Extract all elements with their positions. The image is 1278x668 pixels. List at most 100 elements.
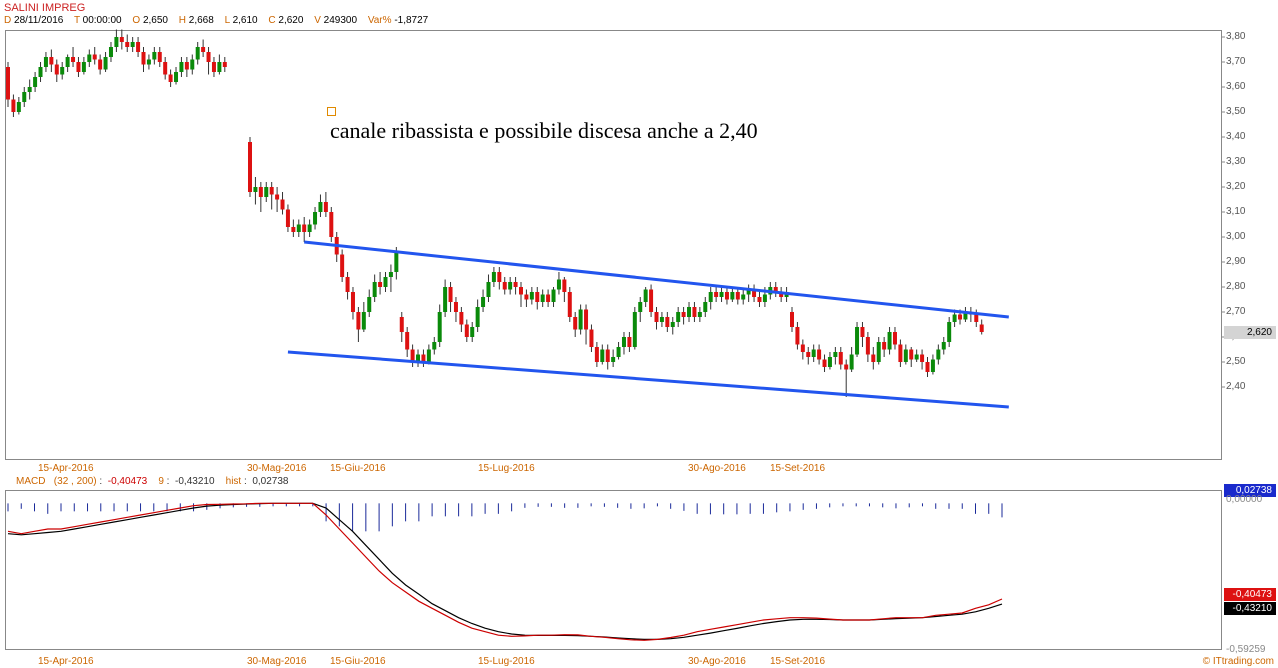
candle-body [114,37,119,47]
candle-body [399,317,404,332]
candle-body [930,359,935,372]
candle-body [773,287,778,292]
candle-body [201,47,206,52]
candle-body [71,57,76,62]
candle-body [724,292,729,300]
candle-body [264,187,269,197]
candle-body [87,54,92,62]
candle-body [508,282,513,290]
candle-body [280,199,285,210]
candle-body [60,67,65,75]
candle-body [703,302,708,312]
candle-body [275,194,280,200]
candle-body [882,342,887,350]
macd-x-tick-label: 30-Ago-2016 [688,656,746,667]
candle-body [697,312,702,317]
candle-body [838,352,843,365]
candle-body [426,349,431,362]
y-tick-label: 2,90 [1226,256,1246,267]
candle-body [179,62,184,72]
macd-x-tick-label: 30-Mag-2016 [247,656,307,667]
candle-body [296,224,301,232]
candle-body [714,292,719,297]
macd-params: (32 , 200) [53,476,97,487]
x-tick-label: 30-Ago-2016 [688,463,746,474]
candle-body [329,212,334,237]
candle-body [103,57,108,70]
candle-body [345,277,350,292]
open-key: O [132,15,141,26]
candle-body [887,332,892,350]
candle-body [43,57,48,67]
candle-body [654,312,659,322]
x-tick-label: 30-Mag-2016 [247,463,307,474]
last-price-badge: 2,620 [1224,326,1276,339]
annotation-handle[interactable] [327,107,336,116]
channel-trendline [287,350,1009,409]
candle-body [378,282,383,287]
candle-body [621,337,626,347]
candle-body [741,294,746,300]
candle-body [730,292,735,300]
candle-body [611,357,616,362]
signal-period: 9 [158,476,164,487]
y-tick-label: 2,80 [1226,281,1246,292]
candle-body [589,329,594,347]
y-tick-label: 3,50 [1226,106,1246,117]
macd-x-tick-label: 15-Apr-2016 [38,656,94,667]
candle-body [470,327,475,337]
candle-body [108,47,113,57]
candle-body [33,77,38,87]
time-value: 00:00:00 [82,15,122,26]
chart-annotation[interactable]: canale ribassista e possibile discesa an… [330,118,758,143]
candle-body [49,57,54,65]
candle-body [421,354,426,362]
candle-body [302,224,307,232]
macd-panel[interactable] [5,490,1222,650]
candle-body [936,349,941,360]
candle-body [903,349,908,362]
candle-body [752,289,757,297]
macd-min-label: -0,59259 [1226,644,1266,655]
candle-body [502,282,507,290]
var-value: -1,8727 [394,15,429,26]
candle-body [291,227,296,232]
candle-body [119,37,124,42]
candle-body [892,332,897,345]
y-tick-label: 2,70 [1226,306,1246,317]
candle-body [562,279,567,292]
candle-body [497,272,502,282]
candle-body [394,252,399,272]
candle-body [827,357,832,367]
date-value: 28/11/2016 [14,15,64,26]
var-key: Var% [367,15,392,26]
macd-header: MACD (32 , 200) : -0,40473 9 : -0,43210 … [16,476,289,487]
candle-body [833,352,838,357]
high-key: H [178,15,186,26]
candle-body [16,102,21,112]
candle-body [92,54,97,60]
candle-body [206,52,211,62]
candle-body [958,314,963,320]
candle-body [779,292,784,297]
candle-body [313,212,318,225]
x-tick-label: 15-Apr-2016 [38,463,94,474]
signal-value: -0,43210 [175,476,215,487]
candle-body [157,52,162,62]
candle-body [136,42,141,52]
candle-body [481,297,486,307]
candle-body [865,337,870,355]
x-tick-label: 15-Giu-2016 [330,463,386,474]
x-tick-label: 15-Lug-2016 [478,463,535,474]
y-tick-label: 3,70 [1226,56,1246,67]
y-tick-label: 3,60 [1226,81,1246,92]
candle-body [952,314,957,322]
candle-body [27,87,32,92]
candle-body [567,292,572,317]
ohlc-readout: D 28/11/2016 T 00:00:00 O 2,650 H 2,668 … [4,15,436,26]
price-chart-panel[interactable] [5,30,1222,460]
candle-body [340,254,345,277]
candle-body [76,62,81,72]
candle-body [573,317,578,330]
candle-body [81,62,86,72]
